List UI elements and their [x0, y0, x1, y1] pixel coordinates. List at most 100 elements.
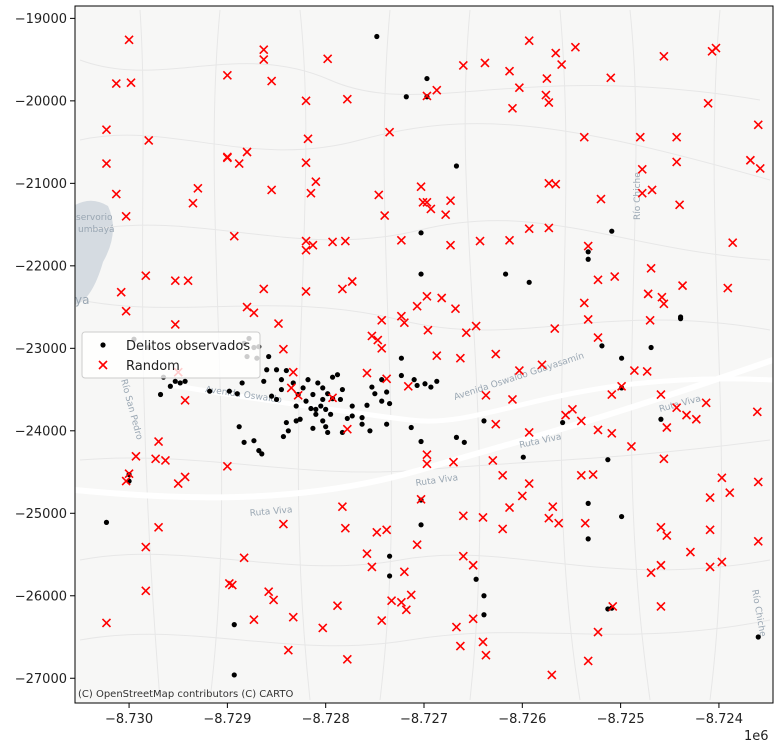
observed-point — [300, 385, 306, 391]
random-point — [629, 366, 639, 376]
y-tick-label: −24000 — [15, 424, 67, 439]
random-point — [478, 512, 488, 522]
random-point — [422, 197, 432, 207]
observed-point — [318, 403, 324, 409]
random-point — [328, 237, 338, 247]
observed-point — [453, 163, 460, 169]
random-point — [340, 523, 350, 533]
random-point — [259, 284, 269, 294]
observed-point — [320, 418, 326, 424]
observed-point — [334, 372, 341, 378]
x-tick-label: −8.726 — [498, 712, 546, 727]
random-point — [362, 549, 372, 559]
random-point — [422, 450, 432, 460]
random-point — [126, 78, 136, 88]
observed-point — [293, 418, 299, 424]
observed-point — [585, 249, 591, 255]
random-point — [481, 650, 491, 660]
random-point — [416, 494, 426, 504]
random-point — [659, 299, 669, 309]
random-point — [606, 73, 616, 83]
random-point — [437, 293, 447, 303]
random-point — [752, 407, 762, 417]
legend-label-random: Random — [126, 359, 180, 374]
random-point — [617, 381, 627, 391]
random-point — [548, 502, 558, 512]
observed-point — [384, 421, 390, 427]
observed-point — [418, 522, 424, 528]
observed-point — [374, 33, 380, 40]
random-point — [382, 374, 392, 384]
svg-text:servorio: servorio — [76, 213, 113, 223]
legend-label-observed: Delitos observados — [126, 339, 250, 354]
random-point — [426, 204, 436, 214]
random-point — [637, 188, 647, 198]
random-point — [642, 366, 652, 376]
random-point — [514, 83, 524, 93]
observed-point — [339, 429, 346, 436]
random-point — [659, 51, 669, 61]
random-point — [717, 473, 727, 483]
random-point — [570, 42, 580, 52]
random-point — [461, 328, 471, 338]
random-point — [567, 404, 578, 414]
random-point — [180, 472, 190, 482]
random-point — [475, 236, 485, 246]
random-point — [116, 287, 126, 297]
observed-point — [239, 380, 245, 386]
observed-point — [323, 406, 329, 412]
random-point — [422, 91, 432, 101]
observed-point — [320, 396, 326, 403]
random-point — [406, 590, 416, 600]
random-point — [458, 551, 468, 561]
observed-point — [386, 400, 393, 407]
random-point — [514, 366, 524, 376]
random-point — [234, 158, 244, 169]
random-point — [301, 96, 311, 106]
random-point — [401, 605, 411, 615]
random-point — [491, 419, 501, 429]
legend-marker-observed — [100, 342, 106, 348]
random-point — [193, 183, 203, 193]
random-point — [377, 315, 387, 325]
random-point — [111, 189, 121, 199]
random-point — [672, 132, 682, 142]
random-point — [121, 306, 131, 316]
random-point — [576, 470, 586, 480]
y-tick-label: −26000 — [15, 589, 67, 604]
random-point — [153, 436, 164, 447]
random-point — [264, 587, 274, 597]
random-point — [151, 454, 161, 464]
observed-point — [619, 355, 625, 361]
random-point — [342, 654, 352, 664]
random-point — [677, 281, 688, 291]
observed-point — [280, 433, 287, 440]
random-point — [399, 318, 409, 328]
random-point — [547, 670, 557, 680]
observed-point — [502, 271, 509, 277]
random-point — [380, 210, 390, 221]
observed-point — [325, 429, 331, 436]
random-point — [293, 390, 303, 400]
observed-point — [283, 419, 289, 426]
observed-point — [273, 396, 280, 403]
observed-point — [297, 416, 303, 422]
observed-point — [278, 386, 285, 393]
random-point — [124, 35, 134, 45]
random-point — [385, 127, 395, 137]
random-point — [541, 90, 551, 100]
random-point — [422, 459, 432, 469]
random-point — [588, 469, 598, 480]
observed-point — [310, 391, 316, 398]
random-point — [288, 367, 298, 377]
random-point — [524, 36, 534, 46]
random-point — [488, 455, 498, 466]
random-point — [328, 393, 338, 403]
observed-point — [526, 279, 532, 285]
observed-point — [379, 398, 385, 404]
observed-point — [339, 386, 346, 393]
random-point — [396, 597, 406, 607]
random-point — [267, 76, 277, 86]
random-point — [753, 120, 763, 130]
random-point — [583, 314, 593, 325]
